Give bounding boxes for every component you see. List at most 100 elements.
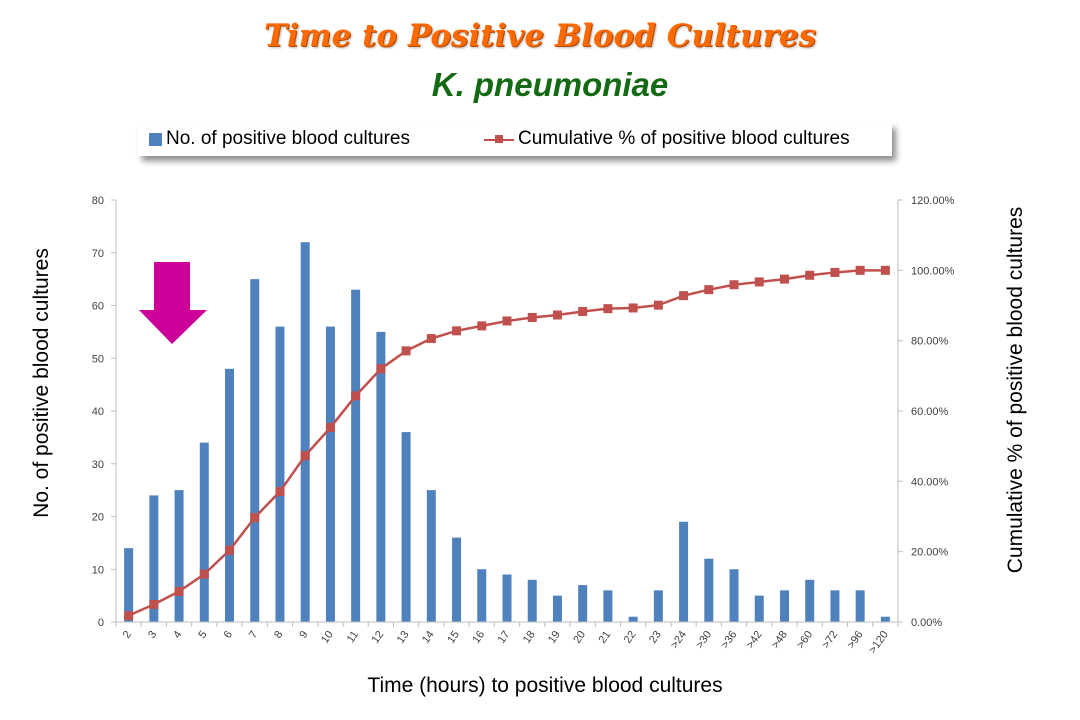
bar->24 (679, 521, 689, 622)
bar-6 (225, 368, 235, 622)
line-marker-13 (401, 346, 411, 356)
bar-11 (351, 289, 361, 622)
y-tick-label: 30 (92, 459, 104, 471)
line-marker-12 (376, 364, 386, 374)
line-marker-3 (149, 599, 159, 609)
x-tick-label: >72 (820, 629, 841, 651)
legend-line-swatch (484, 133, 514, 146)
x-tick-label: 20 (571, 629, 588, 646)
bar->60 (805, 579, 815, 622)
line-marker-17 (502, 316, 512, 326)
line-marker-15 (452, 326, 462, 336)
x-axis-label: Time (hours) to positive blood cultures (367, 674, 723, 697)
bar-5 (199, 442, 209, 622)
legend-label-line: Cumulative % of positive blood cultures (518, 128, 850, 149)
x-tick-label: 11 (345, 629, 361, 645)
y-tick-label: 60 (92, 301, 104, 313)
x-tick-label: 16 (470, 629, 487, 646)
bar-23 (653, 590, 663, 622)
y-tick-label: 80 (92, 195, 104, 207)
line-marker-20 (578, 306, 588, 316)
x-tick-label: 22 (622, 629, 639, 646)
line-marker->96 (855, 265, 865, 275)
line-marker->48 (779, 274, 789, 284)
line-marker->36 (729, 280, 739, 290)
bar-21 (603, 590, 613, 622)
x-tick-label: >24 (668, 629, 689, 651)
chart-legend: No. of positive blood cultures Cumulativ… (138, 123, 892, 156)
line-marker-9 (300, 451, 310, 461)
y-tick-label: 70 (92, 248, 104, 260)
x-tick-label: >30 (694, 629, 715, 651)
bar->120 (880, 616, 890, 622)
x-tick-label: 19 (546, 629, 563, 646)
x-tick-label: 9 (297, 629, 310, 641)
x-tick-label: >36 (719, 629, 740, 651)
line-marker-6 (225, 545, 235, 555)
x-tick-label: >42 (744, 629, 765, 651)
x-tick-label: 3 (146, 629, 159, 641)
legend-bar-swatch (149, 132, 162, 146)
x-tick-label: 5 (196, 629, 209, 641)
y-tick-label: 50 (92, 353, 104, 365)
bar->36 (729, 569, 739, 622)
bar-series (124, 242, 890, 622)
line-marker-7 (250, 513, 260, 523)
line-marker->120 (880, 265, 890, 275)
line-marker-5 (199, 569, 209, 579)
chart-subtitle: K. pneumoniae (431, 66, 669, 103)
bar-12 (376, 331, 386, 622)
bar-17 (502, 574, 512, 622)
line-marker-22 (628, 303, 638, 313)
y2-tick-label: 0.00% (911, 617, 942, 629)
bar->42 (754, 595, 764, 622)
x-tick-label: 21 (597, 629, 614, 646)
line-marker-16 (477, 321, 487, 331)
y2-tick-label: 120.00% (911, 195, 955, 207)
y-tick-label: 20 (92, 512, 104, 524)
line-marker-18 (527, 312, 537, 322)
line-marker->72 (830, 267, 840, 277)
line-marker-19 (552, 310, 562, 320)
x-tick-label: 6 (222, 629, 235, 641)
bar-9 (300, 242, 310, 622)
bar-13 (401, 432, 411, 622)
bar->72 (830, 590, 840, 622)
bar-15 (452, 537, 462, 622)
bar-16 (477, 569, 487, 622)
tick-labels: 0 10 20 30 40 50 60 70 80 0.00% 20.00% 40.00% 60.00%… (92, 195, 955, 656)
line-marker-23 (653, 300, 663, 310)
bar-20 (578, 585, 588, 622)
x-tick-label: 12 (369, 629, 386, 646)
x-tick-label: >96 (845, 629, 866, 651)
bar-2 (124, 548, 134, 622)
chart-title: Time to Positive Blood Cultures (263, 18, 817, 54)
y2-tick-label: 80.00% (911, 336, 949, 348)
x-tick-label: >48 (769, 629, 790, 651)
y-tick-label: 40 (92, 406, 104, 418)
y2-tick-label: 60.00% (911, 406, 949, 418)
legend-label-bars: No. of positive blood cultures (166, 128, 410, 149)
down-arrow-icon (139, 262, 207, 344)
y-axis-label-right-text: Cumulative % of positive blood cultures (1004, 206, 1027, 574)
bar-14 (426, 490, 436, 622)
line-marker-8 (275, 487, 285, 497)
x-tick-label: >60 (795, 629, 816, 651)
y2-tick-label: 20.00% (911, 547, 949, 559)
axes (111, 199, 903, 627)
x-tick-label: 14 (420, 629, 437, 646)
line-marker-2 (124, 611, 134, 621)
x-tick-label: 18 (521, 629, 538, 646)
bar-4 (174, 490, 184, 622)
legend-item-bars: No. of positive blood cultures (149, 128, 410, 150)
line-marker->60 (805, 270, 815, 280)
line-marker-14 (426, 334, 436, 344)
x-tick-label: 4 (171, 629, 184, 641)
line-marker-10 (325, 423, 335, 433)
legend-item-line: Cumulative % of positive blood cultures (484, 128, 850, 150)
bar->96 (855, 590, 865, 622)
line-marker->24 (679, 291, 689, 301)
x-tick-label: 17 (496, 629, 513, 646)
x-tick-label: >120 (867, 629, 891, 656)
